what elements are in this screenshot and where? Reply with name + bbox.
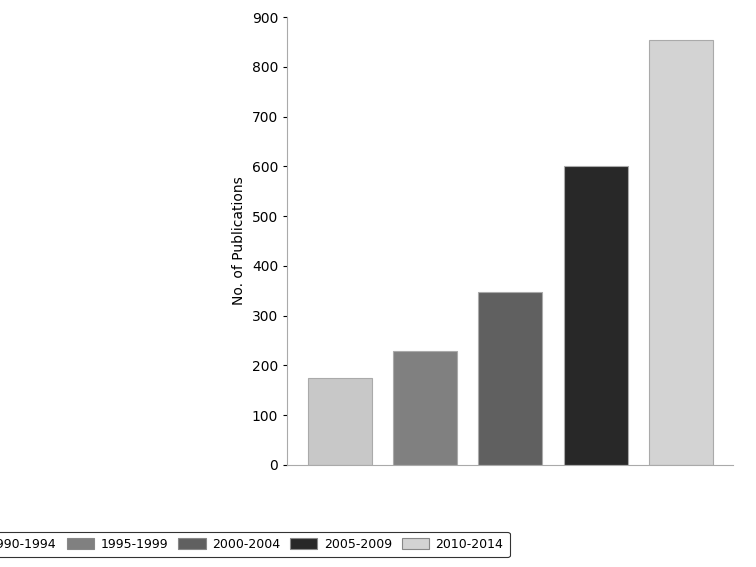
Bar [649, 40, 713, 465]
Y-axis label: No. of Publications: No. of Publications [232, 176, 246, 306]
Bar [564, 166, 627, 465]
Legend: Year, 1990-1994, 1995-1999, 2000-2004, 2005-2009, 2010-2014: Year, 1990-1994, 1995-1999, 2000-2004, 2… [0, 532, 510, 557]
Bar [393, 352, 457, 465]
Bar [308, 378, 372, 465]
Bar [479, 292, 542, 465]
